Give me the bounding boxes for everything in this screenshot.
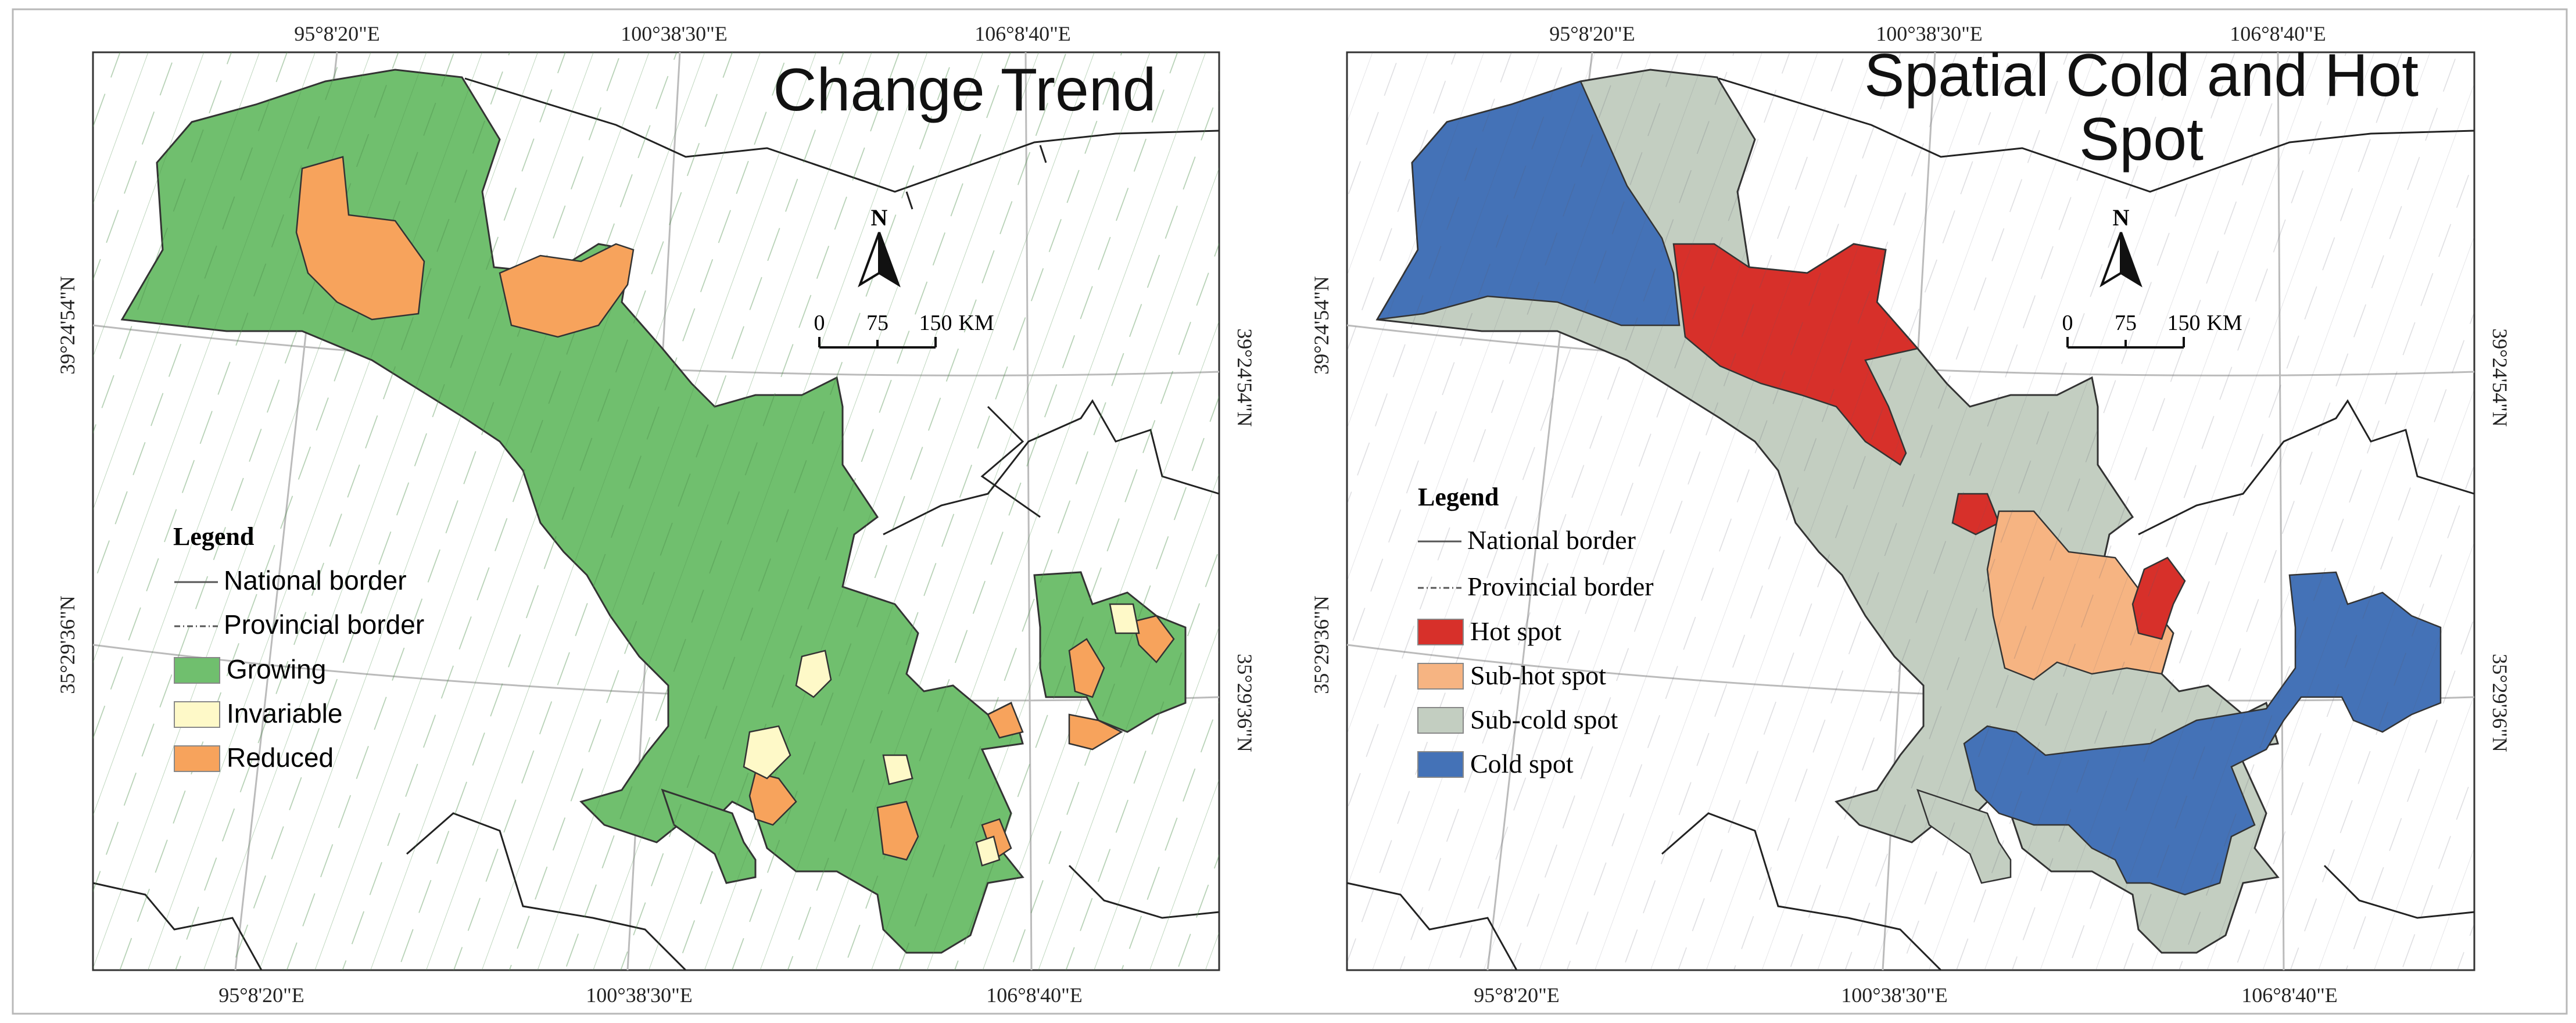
left-label: 39°24'54"N xyxy=(1310,276,1333,375)
invariable-areas xyxy=(743,603,1140,867)
legend-label: Provincial border xyxy=(224,609,424,640)
legend-label: Cold spot xyxy=(1470,749,1574,778)
scale-bar: 0 75 150 KM xyxy=(2062,311,2242,349)
panel-change-trend: 95°8'20"E 100°38'30"E 106°8'40"E 95°8'20… xyxy=(56,22,1256,1007)
bottom-label: 100°38'30"E xyxy=(586,983,693,1007)
legend-label: Reduced xyxy=(227,742,334,773)
reduced-areas xyxy=(295,156,1175,861)
north-arrow-label: N xyxy=(2113,204,2130,231)
right-label: 35°29'36"N xyxy=(2488,654,2511,752)
legend-swatch xyxy=(1417,663,1464,690)
top-label: 100°38'30"E xyxy=(1876,22,1983,45)
top-label: 106°8'40"E xyxy=(2230,22,2326,45)
top-label: 95°8'20"E xyxy=(1549,22,1635,45)
legend-label: Growing xyxy=(227,654,326,684)
legend-label: National border xyxy=(224,565,407,595)
scale-unit: KM xyxy=(958,311,994,335)
coordinate-labels: 95°8'20"E 100°38'30"E 106°8'40"E 95°8'20… xyxy=(1310,22,2511,1007)
panel-title: Change Trend xyxy=(773,56,1156,124)
bottom-label: 106°8'40"E xyxy=(986,983,1083,1007)
right-label: 39°24'54"N xyxy=(1233,328,1256,427)
right-label: 35°29'36"N xyxy=(1233,654,1256,752)
bottom-label: 100°38'30"E xyxy=(1841,983,1948,1007)
legend-title: Legend xyxy=(1418,483,1499,511)
panel-title-line-1: Spatial Cold and Hot xyxy=(1864,42,2419,109)
north-arrow: N xyxy=(858,204,901,288)
figure-border xyxy=(12,8,2568,1015)
top-label: 100°38'30"E xyxy=(621,22,728,45)
scale-label: 75 xyxy=(2115,311,2137,335)
left-label: 35°29'36"N xyxy=(56,595,79,694)
legend-swatch xyxy=(1417,751,1464,778)
top-label: 95°8'20"E xyxy=(294,22,380,45)
bottom-label: 106°8'40"E xyxy=(2241,983,2338,1007)
north-arrow-label: N xyxy=(871,204,888,231)
legend-label: Invariable xyxy=(227,698,342,728)
legend-label: Sub-hot spot xyxy=(1470,661,1606,690)
county-lines-texture xyxy=(93,52,1219,970)
coordinate-labels: 95°8'20"E 100°38'30"E 106°8'40"E 95°8'20… xyxy=(56,22,1256,1007)
right-label: 39°24'54"N xyxy=(2488,328,2511,427)
legend-swatch xyxy=(174,701,220,728)
north-arrow: N xyxy=(2100,204,2143,288)
legend-label: Sub-cold spot xyxy=(1470,705,1618,734)
legend-swatch xyxy=(174,745,220,772)
left-label: 35°29'36"N xyxy=(1310,595,1333,694)
scale-bar: 0 75 150 KM xyxy=(814,311,994,349)
legend-swatch xyxy=(1417,707,1464,734)
scale-label: 150 xyxy=(2167,311,2201,335)
county-lines-texture xyxy=(1347,52,2474,970)
left-label: 39°24'54"N xyxy=(56,276,79,375)
bottom-label: 95°8'20"E xyxy=(218,983,304,1007)
scale-unit: KM xyxy=(2206,311,2242,335)
legend-label: Provincial border xyxy=(1467,572,1654,601)
legend-title: Legend xyxy=(173,522,254,551)
top-label: 106°8'40"E xyxy=(974,22,1071,45)
legend-label: Hot spot xyxy=(1470,616,1561,646)
legend: Legend National border Provincial border… xyxy=(1417,483,1654,778)
bottom-label: 95°8'20"E xyxy=(1474,983,1560,1007)
scale-label: 150 xyxy=(919,311,952,335)
legend: Legend National border Provincial border… xyxy=(173,522,424,773)
panel-title-line-2: Spot xyxy=(2079,106,2204,173)
legend-label: National border xyxy=(1467,525,1636,555)
legend-swatch xyxy=(174,657,220,684)
scale-label: 0 xyxy=(2062,311,2073,335)
legend-swatch xyxy=(1417,619,1464,645)
panel-spatial-cold-hot-spot: 95°8'20"E 100°38'30"E 106°8'40"E 95°8'20… xyxy=(1310,22,2511,1007)
scale-label: 0 xyxy=(814,311,825,335)
scale-label: 75 xyxy=(866,311,888,335)
